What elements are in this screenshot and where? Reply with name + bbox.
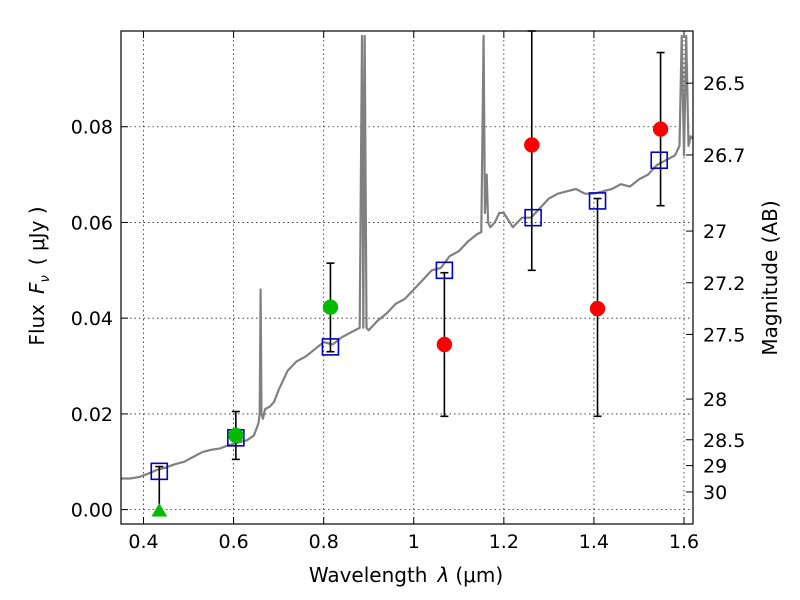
model-spectrum-line — [121, 34, 694, 480]
x-tick-label: 0.6 — [218, 531, 248, 553]
y-tick-label: 0.06 — [71, 212, 113, 234]
observed-flux-point — [322, 299, 339, 315]
model-photometry-box — [321, 338, 340, 356]
y-tick-label: 0.00 — [71, 500, 113, 522]
magnitude-tick-label: 28.5 — [703, 430, 745, 452]
y2-axis-title: Magnitude (AB) — [758, 200, 782, 355]
observed-upper-limit-triangle — [151, 503, 168, 517]
x-tick-label: 1.2 — [489, 531, 519, 553]
y-axis-title: Flux Fν ( μJy ) — [25, 206, 53, 345]
model-photometry-box — [435, 261, 454, 280]
observed-flux-point — [228, 427, 244, 444]
observed-flux-point — [652, 121, 669, 137]
x-axis-title-unit: (μm) — [455, 563, 503, 587]
magnitude-tick-label: 27.2 — [703, 273, 745, 295]
plot-frame — [120, 30, 694, 525]
tick-layer: 0.4 0.6 0.8 1 1.2 1.4 1.6 0.00 0.02 0.04 0.06 0.08 2… — [71, 31, 745, 553]
magnitude-tick-label: 26.7 — [703, 145, 745, 167]
x-tick-label: 1.6 — [669, 531, 699, 553]
x-tick-label: 1 — [408, 531, 420, 553]
x-tick-label: 0.4 — [128, 531, 158, 553]
model-photometry-box — [524, 208, 542, 227]
magnitude-tick-label: 30 — [703, 482, 727, 504]
y-axis-title-unit: ( μJy ) — [25, 206, 49, 265]
magnitude-tick-label: 27.5 — [703, 324, 745, 346]
model-photometry-box — [650, 151, 669, 170]
observed-flux-point — [436, 336, 453, 353]
x-tick-label: 1.4 — [579, 531, 609, 553]
x-axis-title: Wavelength λ (μm) — [309, 563, 503, 587]
y-axis-title-subscript: ν — [38, 275, 53, 282]
y-tick-label: 0.02 — [71, 404, 113, 426]
magnitude-tick-label: 27 — [703, 221, 727, 243]
x-axis-title-symbol: λ — [437, 563, 450, 587]
y-axis-title-symbol: F — [25, 282, 49, 294]
model-photometry-box — [150, 462, 169, 481]
model-box-layer — [150, 151, 669, 481]
magnitude-tick-label: 26.5 — [703, 73, 745, 95]
y-tick-label: 0.04 — [71, 308, 113, 330]
spectrum-layer — [121, 34, 694, 480]
y-axis-title-prefix: Flux — [25, 304, 49, 346]
magnitude-tick-label: 29 — [703, 456, 727, 478]
y-tick-label: 0.08 — [71, 117, 113, 139]
observed-point-layer — [151, 121, 669, 517]
observed-flux-point — [589, 300, 606, 317]
model-photometry-box — [588, 192, 607, 210]
x-tick-label: 0.8 — [309, 531, 339, 553]
magnitude-tick-label: 28 — [703, 389, 727, 411]
observed-flux-point — [524, 137, 540, 153]
x-axis-title-prefix: Wavelength — [309, 563, 428, 587]
